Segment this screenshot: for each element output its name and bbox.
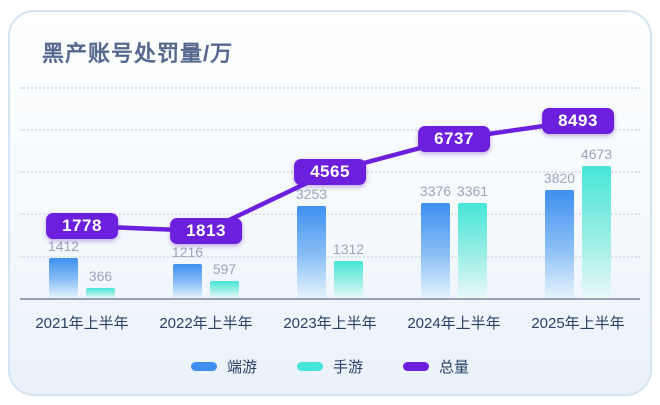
total-value-box: 8493 — [542, 108, 614, 134]
bar-value-label: 366 — [88, 267, 113, 284]
legend-swatch-mobile — [296, 362, 323, 371]
x-axis-label: 2025年上半年 — [531, 315, 625, 332]
bar-value-label: 1216 — [171, 243, 204, 260]
legend: 端游 手游 总量 — [0, 356, 660, 377]
bar-value-label: 597 — [212, 261, 237, 278]
bar-value-label: 1412 — [47, 238, 80, 255]
total-value-box: 6737 — [418, 126, 490, 152]
total-value-box: 1778 — [46, 213, 118, 239]
bar-value-label: 3253 — [295, 186, 328, 203]
total-value-box: 4565 — [294, 159, 366, 185]
x-axis-label: 2024年上半年 — [407, 315, 501, 332]
gridline — [20, 86, 640, 89]
legend-swatch-pc — [190, 362, 217, 371]
bar-mobile-2023年上半年 — [334, 261, 363, 298]
legend-label-mobile: 手游 — [332, 359, 363, 376]
bar-pc-2021年上半年 — [49, 258, 78, 298]
legend-label-total: 总量 — [439, 359, 470, 376]
legend-swatch-total — [403, 362, 429, 371]
bar-mobile-2024年上半年 — [458, 203, 487, 298]
chart-title: 黑产账号处罚量/万 — [42, 41, 234, 66]
legend-item-mobile: 手游 — [296, 356, 363, 377]
x-axis-baseline — [20, 298, 640, 300]
gridline — [20, 255, 640, 258]
legend-item-total: 总量 — [403, 356, 469, 377]
legend-item-pc: 端游 — [190, 356, 257, 377]
x-axis-label: 2021年上半年 — [35, 315, 129, 332]
x-axis-label: 2023年上半年 — [283, 315, 377, 332]
bar-value-label: 1312 — [332, 241, 365, 257]
x-axis-label: 2022年上半年 — [159, 315, 253, 332]
total-value-box: 1813 — [170, 218, 242, 244]
legend-label-pc: 端游 — [226, 359, 257, 376]
bar-mobile-2022年上半年 — [210, 281, 239, 298]
bar-pc-2025年上半年 — [545, 190, 574, 298]
bar-pc-2024年上半年 — [421, 202, 450, 298]
bar-value-label: 4673 — [580, 146, 613, 163]
bar-mobile-2021年上半年 — [86, 287, 115, 298]
bar-value-label: 3361 — [456, 183, 489, 200]
bar-mobile-2025年上半年 — [582, 166, 611, 298]
bar-pc-2022年上半年 — [173, 263, 202, 298]
